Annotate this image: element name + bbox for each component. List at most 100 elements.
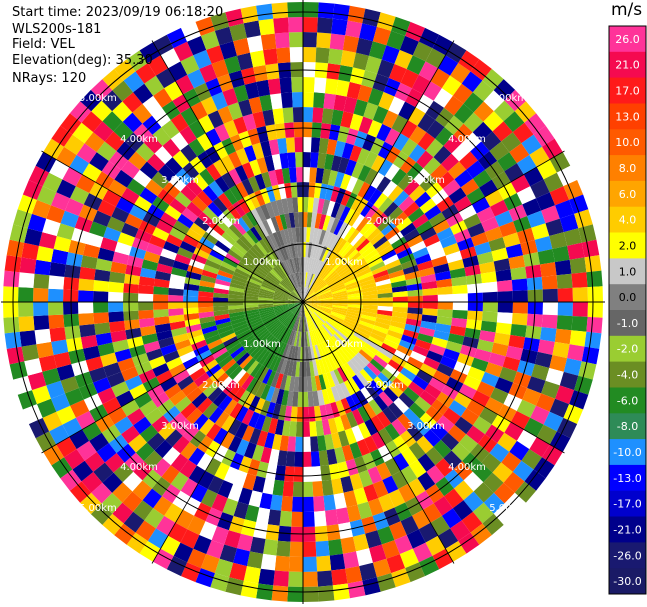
ray-gate <box>310 436 319 452</box>
ray-gate <box>318 374 327 390</box>
ray-gate <box>277 310 291 320</box>
ray-gate <box>239 235 253 249</box>
ray-gate <box>273 17 289 34</box>
ray-gate <box>187 264 204 275</box>
ray-gate <box>303 302 313 315</box>
ray-gate <box>587 286 603 302</box>
ray-gate <box>310 314 320 328</box>
ray-gate <box>206 540 225 559</box>
ray-gate <box>221 137 236 155</box>
ray-gate <box>56 437 77 458</box>
ray-gate <box>303 298 318 302</box>
ray-gate <box>252 475 266 493</box>
ray-gate <box>545 218 564 236</box>
ray-gate <box>332 292 348 298</box>
ray-gate <box>325 509 339 526</box>
ray-gate <box>79 324 96 338</box>
ray-gate <box>273 302 289 306</box>
ray-gate <box>200 320 217 330</box>
ray-gate <box>364 204 379 221</box>
ray-gate <box>211 91 228 111</box>
ray-gate <box>303 47 317 63</box>
ray-gate <box>369 231 385 246</box>
ray-gate <box>426 241 443 254</box>
ray-gate <box>481 216 500 233</box>
ray-gate <box>258 221 269 237</box>
range-label: 3.00km <box>407 421 445 432</box>
ray-gate <box>146 432 166 451</box>
ray-gate <box>313 329 322 344</box>
ray-gate <box>545 368 564 386</box>
ray-gate <box>317 2 335 19</box>
ray-gate <box>445 42 467 63</box>
ray-gate <box>279 281 292 293</box>
ray-gate <box>516 186 536 205</box>
ray-gate <box>393 349 410 362</box>
ray-gate <box>269 270 282 282</box>
ray-gate <box>378 347 394 360</box>
ray-gate <box>555 199 575 219</box>
ray-gate <box>317 305 333 310</box>
ray-gate <box>328 463 341 480</box>
ray-gate <box>248 274 263 284</box>
ray-gate <box>400 430 417 448</box>
ray-gate <box>303 302 308 317</box>
ray-gate <box>413 168 431 186</box>
ray-gate <box>232 368 247 384</box>
ray-gate <box>303 77 315 93</box>
ray-gate <box>303 511 315 527</box>
ray-gate <box>459 246 477 260</box>
ray-gate <box>378 197 394 213</box>
ray-gate <box>135 520 156 541</box>
ray-gate <box>240 334 255 347</box>
ray-gate <box>160 377 178 392</box>
ray-gate <box>160 248 177 261</box>
ray-gate <box>179 350 197 364</box>
ray-gate <box>377 297 393 302</box>
ray-gate <box>383 254 399 266</box>
ray-gate <box>351 425 364 442</box>
ray-gate <box>291 511 303 527</box>
ray-gate <box>376 573 396 592</box>
ray-gate <box>196 190 213 207</box>
ray-gate <box>273 570 289 587</box>
ray-gate <box>281 420 291 437</box>
ray-gate <box>102 189 122 207</box>
ray-gate <box>293 212 300 228</box>
ray-gate <box>333 302 348 305</box>
ray-gate <box>309 258 315 273</box>
ray-gate <box>303 571 318 587</box>
ray-gate <box>495 269 512 282</box>
ray-gate <box>334 416 345 433</box>
ray-gate <box>262 368 273 385</box>
ray-gate <box>345 20 363 38</box>
ray-gate <box>400 367 417 382</box>
ray-gate <box>248 176 260 193</box>
ray-gate <box>292 481 303 497</box>
ray-gate <box>303 436 311 452</box>
ray-gate <box>129 246 147 260</box>
ray-gate <box>414 396 432 413</box>
ray-gate <box>264 432 275 449</box>
ray-gate <box>263 48 278 65</box>
ray-gate <box>259 94 273 112</box>
ray-gate <box>9 224 28 243</box>
ray-gate <box>279 214 288 230</box>
ray-gate <box>326 200 336 217</box>
ray-gate <box>315 540 330 557</box>
ray-gate <box>123 292 139 302</box>
ray-gate <box>433 496 453 516</box>
ray-gate <box>220 261 237 272</box>
ray-gate <box>245 313 261 321</box>
ray-gate <box>214 240 231 253</box>
ray-gate <box>43 138 64 160</box>
ray-gate <box>380 249 397 262</box>
colorbar-swatch <box>609 77 646 104</box>
ray-gate <box>347 251 362 265</box>
ray-gate <box>267 509 281 526</box>
ray-gate <box>252 346 266 361</box>
ray-gate <box>365 253 381 265</box>
ray-gate <box>291 292 303 302</box>
ray-gate <box>51 339 69 355</box>
ray-gate <box>347 302 363 306</box>
